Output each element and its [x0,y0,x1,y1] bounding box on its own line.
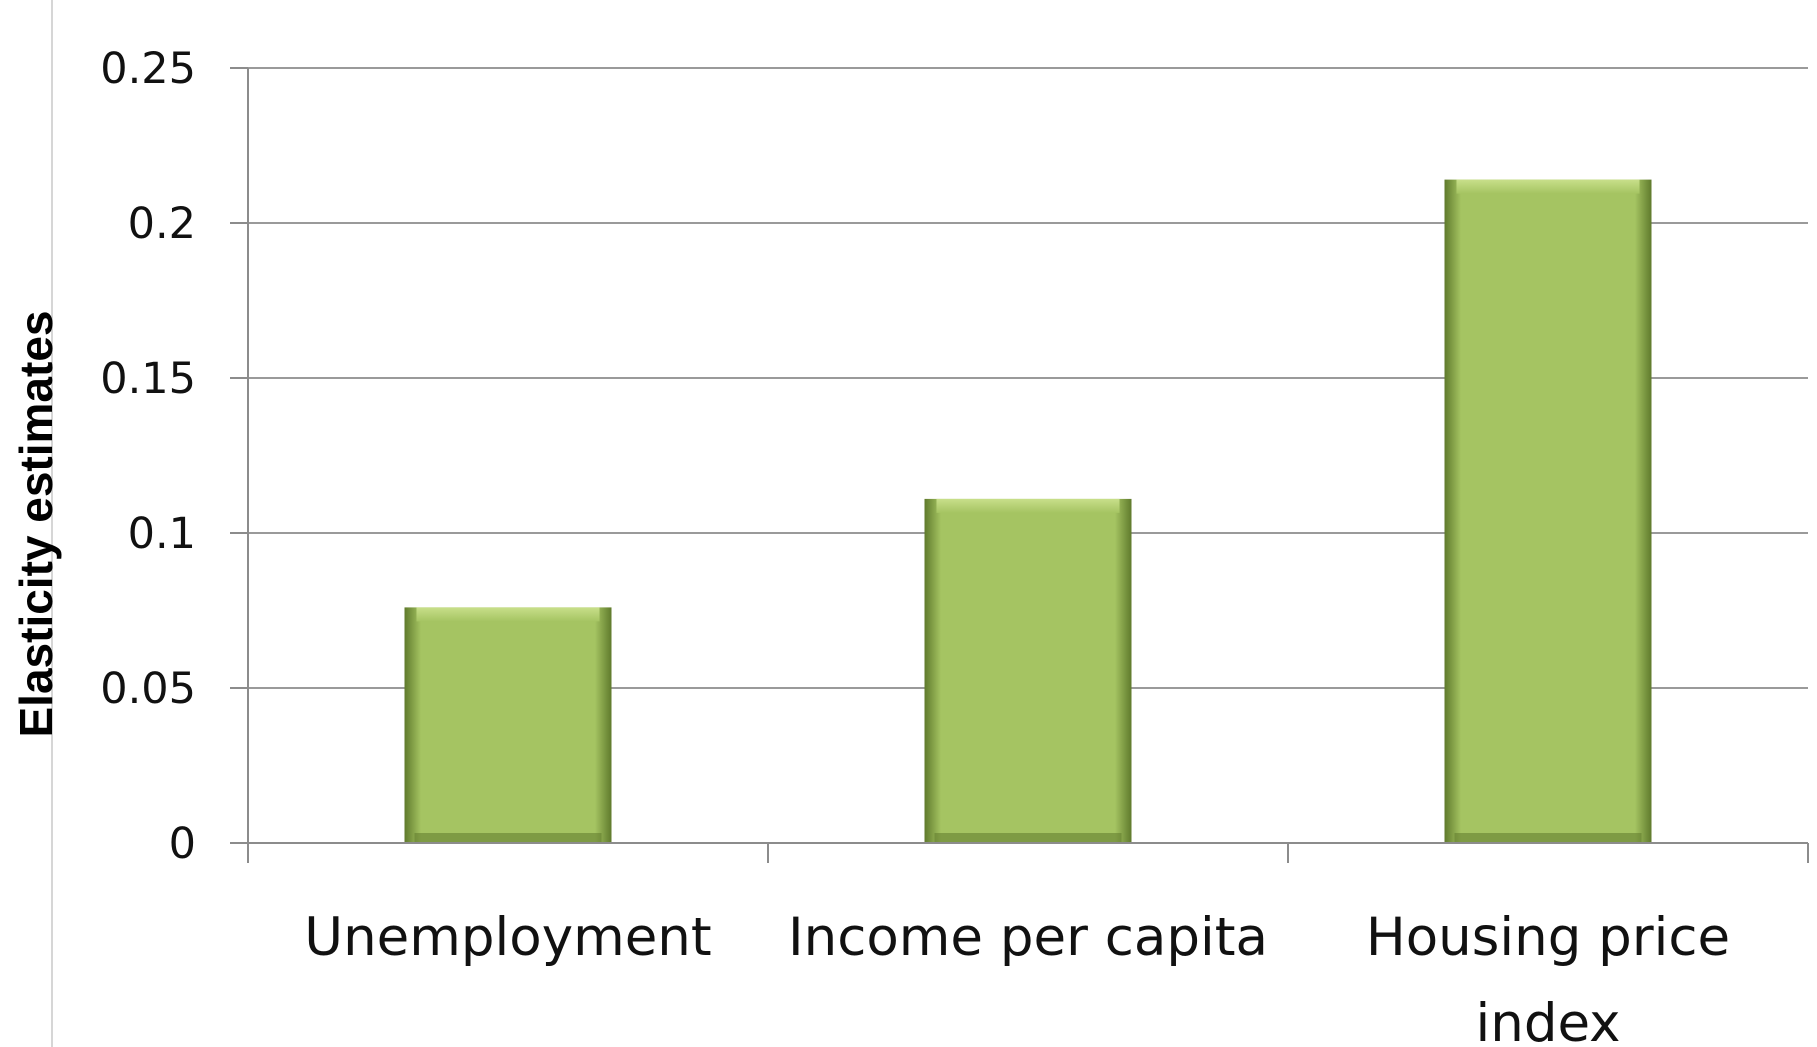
bar-bottom-shadow [1454,833,1642,843]
x-category-label-line: Income per capita [788,907,1268,968]
x-category-label: Income per capita [788,907,1268,968]
y-tick-label: 0.15 [100,354,196,404]
bar-1 [404,607,612,843]
y-tick-label: 0.2 [128,199,196,249]
x-category-label-line: Housing price [1366,907,1730,968]
bar-3 [1444,179,1652,844]
bar-body [404,607,612,843]
bar-top-highlight [936,498,1120,513]
bar-top-highlight [1456,179,1640,194]
bar-body [1444,179,1652,844]
bar-bottom-shadow [414,833,602,843]
y-tick-label: 0.05 [100,664,196,714]
y-tick-label: 0 [169,819,196,869]
bar-2 [924,498,1132,843]
x-category-label-line: index [1476,993,1621,1047]
bar-body [924,498,1132,843]
y-tick-labels: 0 0.05 0.1 0.15 0.2 0.25 [100,44,196,869]
y-axis-title: Elasticity estimates [10,310,62,737]
bar-bottom-shadow [934,833,1122,843]
bars [404,179,1652,844]
y-tick-label: 0.1 [128,509,196,559]
x-category-label-line: Unemployment [304,907,711,968]
y-tick-label: 0.25 [100,44,196,94]
x-category-label: Unemployment [304,907,711,968]
x-category-label: Housing price index [1366,907,1730,1047]
bar-top-highlight [416,607,600,622]
axes [230,67,1809,863]
x-category-labels: Unemployment Income per capita Housing pri… [304,907,1730,1047]
